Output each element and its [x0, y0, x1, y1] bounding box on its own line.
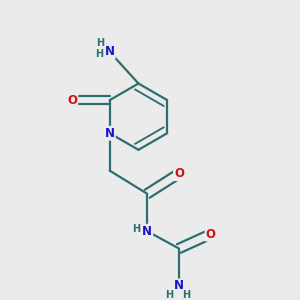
Text: H: H: [182, 290, 190, 300]
Text: H: H: [165, 290, 173, 300]
Text: N: N: [142, 225, 152, 238]
Text: N: N: [174, 280, 184, 292]
Text: O: O: [67, 94, 77, 106]
Text: O: O: [206, 228, 216, 241]
Text: O: O: [174, 167, 184, 180]
Text: H: H: [96, 38, 104, 48]
Text: N: N: [105, 127, 115, 140]
Text: N: N: [105, 45, 115, 58]
Text: H: H: [132, 224, 140, 235]
Text: H: H: [94, 49, 103, 59]
